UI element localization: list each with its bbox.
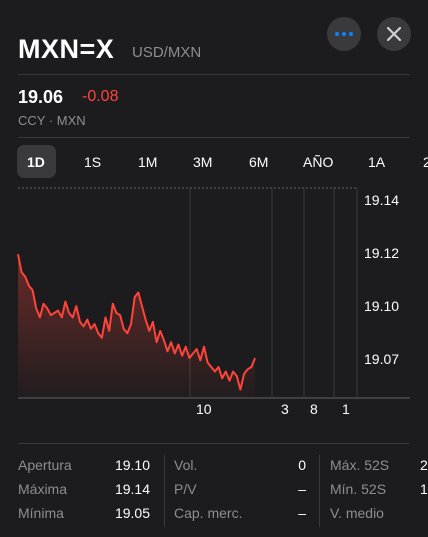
tab-2a[interactable]: 2 xyxy=(423,154,428,170)
stat-label: Vol. xyxy=(174,457,198,473)
price-change: -0.08 xyxy=(82,88,119,105)
close-button[interactable] xyxy=(377,17,411,51)
quote-divider xyxy=(18,137,410,138)
stat-label: Apertura xyxy=(18,457,72,473)
stat-value: – xyxy=(298,481,306,497)
stat-value: 1 xyxy=(420,481,428,497)
series-line xyxy=(17,254,256,391)
stat-label: Mínima xyxy=(18,505,64,521)
stat-label: V. medio xyxy=(330,505,384,521)
column-divider xyxy=(319,455,320,527)
tab-1a[interactable]: 1A xyxy=(368,154,386,170)
stat-value: 19.05 xyxy=(114,505,150,521)
tab-1m[interactable]: 1M xyxy=(138,154,158,170)
exchange-info: CCY · MXN xyxy=(18,113,86,128)
more-button[interactable] xyxy=(327,17,361,51)
close-icon xyxy=(387,27,401,41)
header-divider xyxy=(18,74,410,75)
tab-3m[interactable]: 3M xyxy=(193,154,213,170)
y-tick-label: 19.10 xyxy=(364,298,400,314)
stat-value: 19.10 xyxy=(114,457,150,473)
stat-value: 0 xyxy=(298,457,306,473)
stat-value: 19.14 xyxy=(114,481,150,497)
series-area xyxy=(18,254,255,398)
tab-1d[interactable]: 1D xyxy=(27,154,45,170)
stat-label: Cap. merc. xyxy=(174,505,243,521)
x-tick-label: 10 xyxy=(196,401,212,417)
y-tick-label: 19.07 xyxy=(364,351,400,367)
stats-divider xyxy=(18,443,410,444)
tab-6m[interactable]: 6M xyxy=(249,154,269,170)
y-tick-label: 19.12 xyxy=(364,245,400,261)
current-price: 19.06 xyxy=(18,87,64,107)
tab-1s[interactable]: 1S xyxy=(84,154,102,170)
x-tick-label: 1 xyxy=(342,401,350,417)
x-tick-label: 3 xyxy=(281,401,289,417)
tab-1d-highlight xyxy=(17,145,56,178)
stat-value: 2 xyxy=(420,457,428,473)
stat-label: P/V xyxy=(174,481,197,497)
stat-label: Máx. 52S xyxy=(330,457,390,473)
ticker-symbol: MXN=X xyxy=(18,34,115,64)
y-tick-label: 19.14 xyxy=(364,192,400,208)
tab-ano[interactable]: AÑO xyxy=(303,154,334,170)
stat-label: Mín. 52S xyxy=(330,481,387,497)
stat-value: – xyxy=(298,505,306,521)
stat-label: Máxima xyxy=(18,481,68,497)
column-divider xyxy=(164,455,165,527)
ellipsis-icon xyxy=(335,32,353,36)
price-chart[interactable] xyxy=(0,180,428,420)
currency-pair: USD/MXN xyxy=(132,44,202,61)
x-tick-label: 8 xyxy=(310,401,318,417)
